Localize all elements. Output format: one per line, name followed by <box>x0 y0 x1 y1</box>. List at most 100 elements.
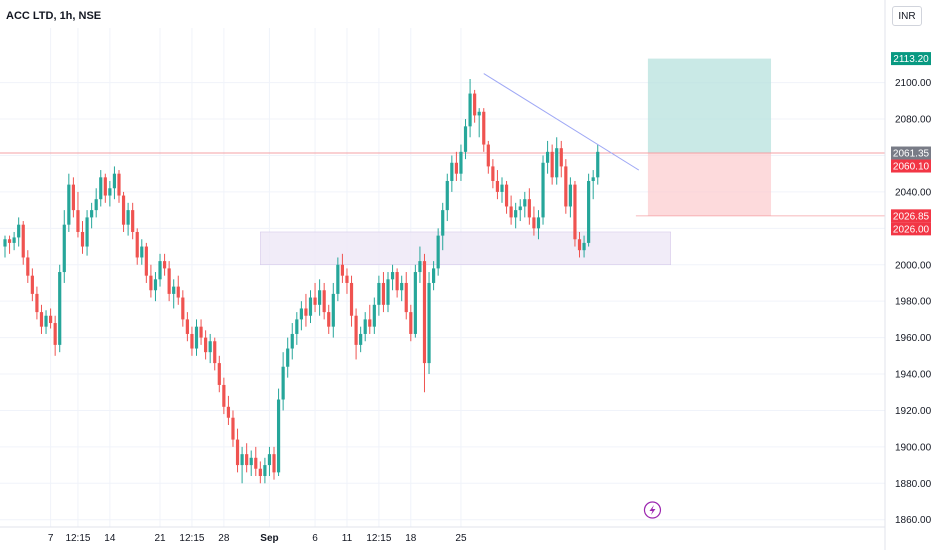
chart-overlays <box>0 58 885 266</box>
candle-body <box>204 337 208 353</box>
candle <box>432 261 436 291</box>
price-badge-bg <box>891 159 931 173</box>
candle <box>372 297 376 334</box>
candle-body <box>340 264 345 276</box>
price-badge-label: 2026.85 <box>893 211 930 222</box>
candle <box>308 290 313 324</box>
candle <box>577 231 582 258</box>
candle <box>354 308 358 360</box>
candle-body <box>504 184 509 207</box>
candle-body <box>281 366 285 400</box>
candle-body <box>318 290 322 305</box>
price-badge: 2026.00 <box>891 222 931 236</box>
candle-body <box>308 297 313 316</box>
candle-body <box>295 319 299 334</box>
candle-body <box>486 144 490 167</box>
candle-body <box>53 323 57 345</box>
candle-body <box>39 312 44 327</box>
candle <box>377 275 381 316</box>
price-axis[interactable]: 1860.00 1880.00 1900.00 1920.00 1940.00 1960.… <box>884 0 932 550</box>
candle-body <box>477 111 481 116</box>
candle-body <box>149 275 153 291</box>
time-tick-label: 28 <box>218 533 230 544</box>
candle-body <box>349 282 354 316</box>
candle <box>427 272 431 375</box>
price-tick-label: 1920.00 <box>895 406 932 417</box>
time-tick-label: 12:15 <box>65 533 90 544</box>
price-badge-bg <box>891 222 931 236</box>
price-badge-bg <box>891 146 931 160</box>
chart-drawings[interactable] <box>483 73 662 519</box>
candle <box>131 202 135 240</box>
candle-body <box>254 457 258 469</box>
candle-body <box>514 210 518 218</box>
candle <box>7 235 12 254</box>
candle-body <box>135 231 139 258</box>
candle-body <box>555 148 559 178</box>
candle <box>58 264 62 353</box>
candle <box>158 253 162 287</box>
candle <box>500 177 504 203</box>
price-tick-label: 1980.00 <box>895 297 932 308</box>
candle-body <box>427 282 431 364</box>
candle-body <box>272 454 276 473</box>
candle-body <box>450 162 454 181</box>
candle <box>514 202 518 229</box>
candle <box>400 275 404 302</box>
candle <box>450 155 454 192</box>
candle-body <box>121 195 126 225</box>
candle <box>545 140 550 174</box>
price-tick-label: 1940.00 <box>895 370 932 381</box>
currency-button[interactable]: INR <box>892 6 922 26</box>
candle <box>564 159 568 214</box>
candle-body <box>390 272 395 280</box>
candle <box>441 202 445 251</box>
candle <box>99 170 103 207</box>
candle-body <box>208 341 212 353</box>
candle <box>322 282 326 320</box>
candle <box>172 279 176 309</box>
candle <box>445 173 449 222</box>
candle <box>30 268 34 302</box>
candle <box>62 210 66 283</box>
candle <box>67 173 71 232</box>
candle <box>527 188 531 225</box>
candle-body <box>381 282 386 305</box>
candle <box>126 202 130 236</box>
candle <box>117 170 121 203</box>
candle-body <box>185 319 189 334</box>
candle-body <box>263 465 267 477</box>
candle-body <box>71 184 75 211</box>
candle <box>222 377 226 415</box>
candle <box>368 304 372 334</box>
candle <box>71 177 75 218</box>
candle <box>532 206 536 236</box>
candle <box>267 446 272 477</box>
candle <box>90 202 94 229</box>
price-badge: 2061.35 <box>891 146 931 160</box>
candle-body <box>286 348 290 367</box>
price-tick-label: 1860.00 <box>895 515 932 526</box>
candle-body <box>354 315 358 345</box>
candle-body <box>153 279 158 291</box>
price-tick-label: 1880.00 <box>895 479 932 490</box>
time-axis[interactable]: 7 12:15 14 21 12:15 28 Sep 6 11 12:15 18 25 <box>0 526 885 544</box>
candle <box>108 180 112 207</box>
price-badge: 2060.10 <box>891 159 931 173</box>
trendline <box>483 73 640 171</box>
candle <box>44 310 48 334</box>
candle-body <box>523 199 527 207</box>
candle-body <box>44 315 48 327</box>
candle <box>550 144 554 185</box>
candle <box>103 173 107 203</box>
price-badge-label: 2061.35 <box>893 149 930 160</box>
price-tick-label: 2000.00 <box>895 260 932 271</box>
candle <box>304 293 308 327</box>
time-tick-label: 25 <box>455 533 467 544</box>
candle-body <box>527 199 531 218</box>
candle <box>313 282 317 313</box>
candle <box>473 89 477 123</box>
time-tick-label: 11 <box>342 533 353 544</box>
candle-body <box>422 261 427 364</box>
